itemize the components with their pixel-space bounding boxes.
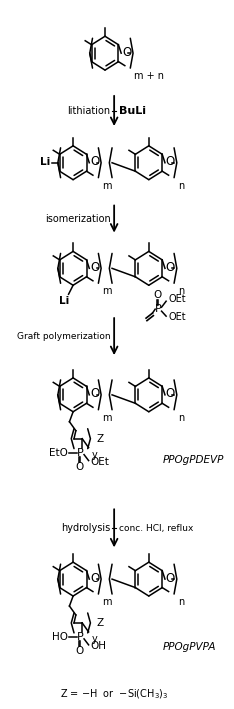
Text: n: n: [178, 286, 184, 296]
Text: P: P: [77, 632, 84, 642]
Text: PPOgPDEVP: PPOgPDEVP: [162, 454, 224, 464]
Text: n: n: [178, 181, 184, 191]
Text: hydrolysis: hydrolysis: [61, 523, 110, 533]
Text: OEt: OEt: [90, 457, 109, 467]
Text: m: m: [102, 181, 112, 191]
Text: m: m: [102, 413, 112, 423]
Text: y: y: [91, 634, 97, 644]
Text: n: n: [178, 413, 184, 423]
Text: Z: Z: [97, 618, 104, 628]
Text: O: O: [166, 387, 175, 401]
Text: P: P: [77, 447, 84, 457]
Text: OEt: OEt: [169, 294, 186, 304]
Text: O: O: [90, 155, 99, 168]
Text: O: O: [90, 261, 99, 274]
Text: Graft polymerization: Graft polymerization: [17, 332, 110, 340]
Text: O: O: [122, 45, 131, 59]
Text: y: y: [91, 450, 97, 459]
Text: Z: Z: [97, 434, 104, 444]
Text: m: m: [102, 597, 112, 607]
Text: m + n: m + n: [134, 71, 164, 81]
Text: m: m: [102, 286, 112, 296]
Text: O: O: [166, 261, 175, 274]
Text: OEt: OEt: [169, 312, 186, 322]
Text: Z = $-$H  or  $-$Si(CH$_3$)$_3$: Z = $-$H or $-$Si(CH$_3$)$_3$: [60, 688, 168, 701]
Text: Li: Li: [59, 296, 69, 306]
Text: HO: HO: [52, 632, 68, 642]
Text: O: O: [90, 571, 99, 585]
Text: O: O: [75, 462, 84, 471]
Text: EtO: EtO: [49, 447, 68, 457]
Text: O: O: [154, 290, 162, 300]
Text: PPOgPVPA: PPOgPVPA: [162, 642, 216, 652]
Text: O: O: [90, 387, 99, 401]
Text: OH: OH: [90, 641, 106, 651]
Text: n: n: [178, 597, 184, 607]
Text: lithiation: lithiation: [67, 106, 110, 116]
Text: O: O: [166, 155, 175, 168]
Text: O: O: [166, 571, 175, 585]
Text: P: P: [154, 304, 161, 314]
Text: conc. HCl, reflux: conc. HCl, reflux: [119, 524, 193, 533]
Text: Li: Li: [40, 157, 50, 167]
Text: BuLi: BuLi: [119, 106, 146, 116]
Text: O: O: [75, 646, 84, 656]
Text: isomerization: isomerization: [45, 213, 110, 223]
